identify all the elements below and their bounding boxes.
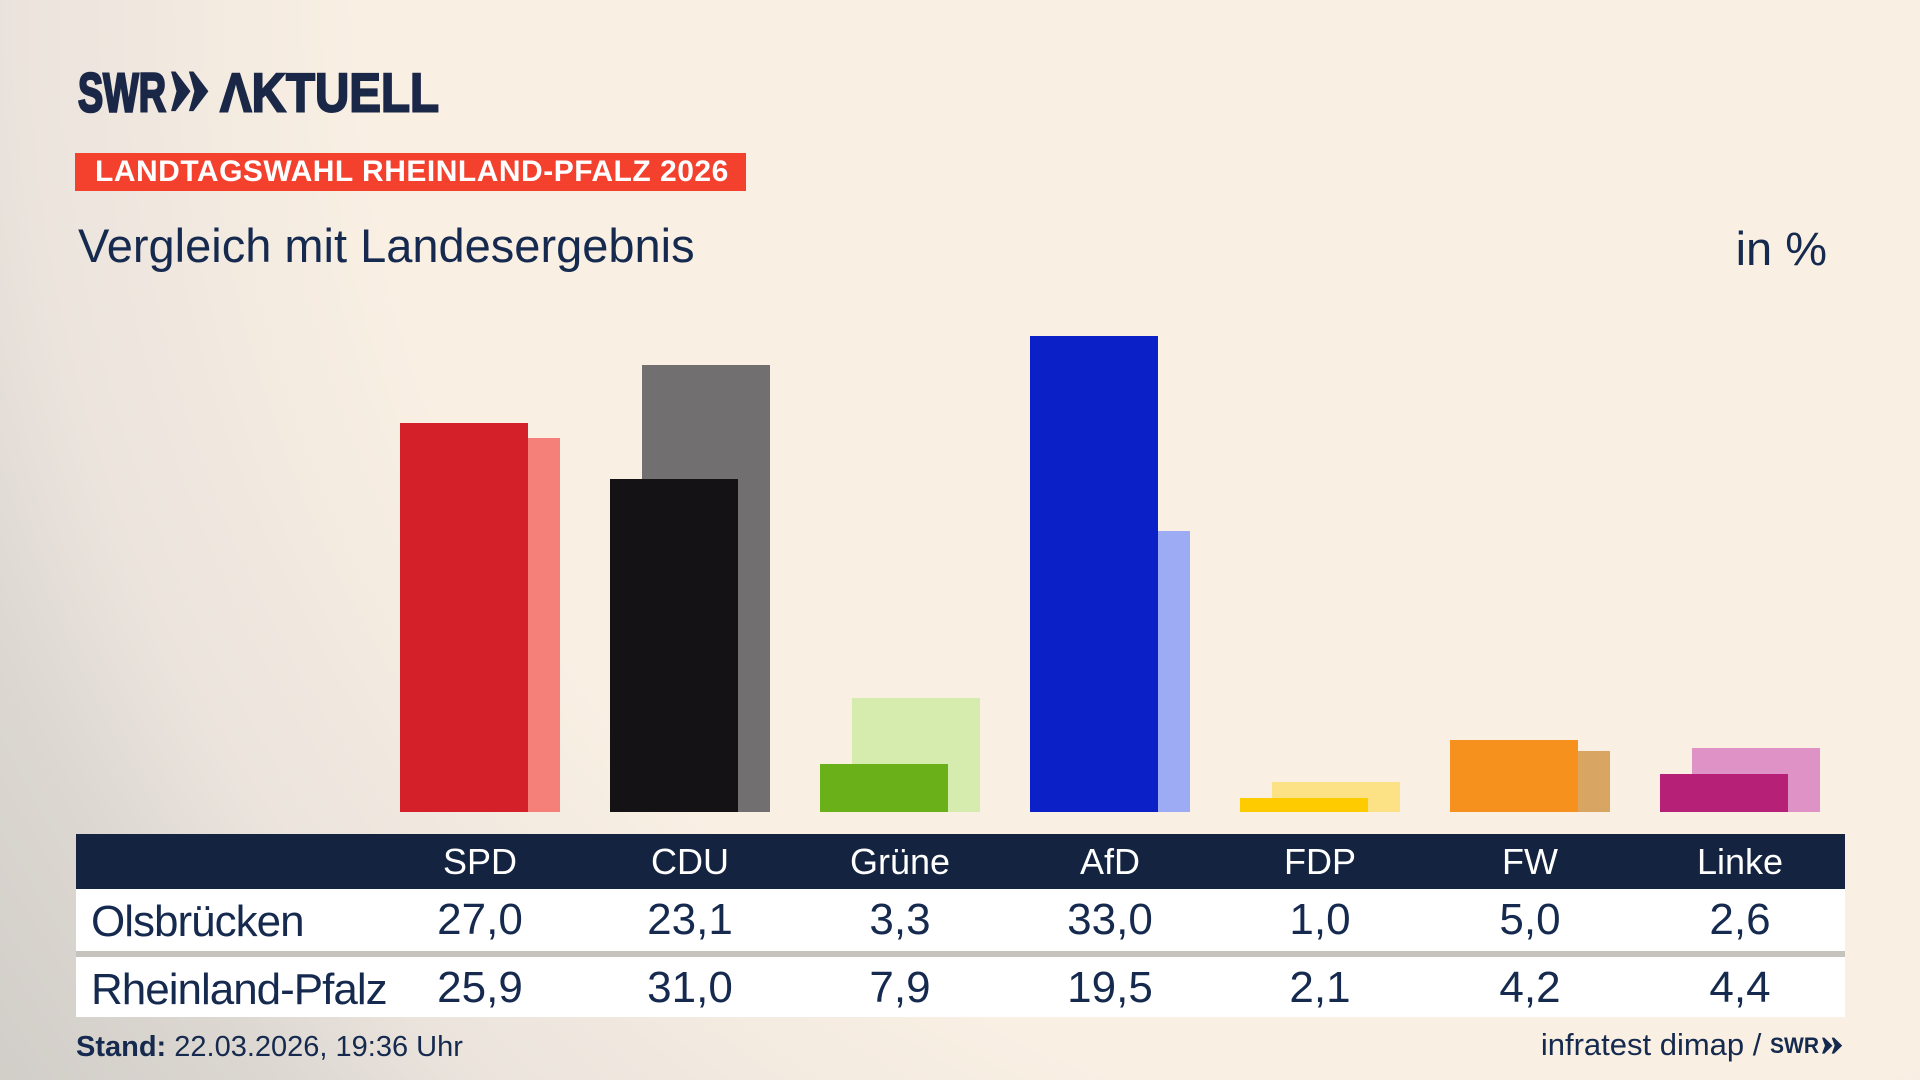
svg-text:ΛKTUELL: ΛKTUELL [220,71,439,117]
svg-text:SWR: SWR [78,71,166,117]
svg-text:SWR: SWR [1770,1037,1819,1054]
